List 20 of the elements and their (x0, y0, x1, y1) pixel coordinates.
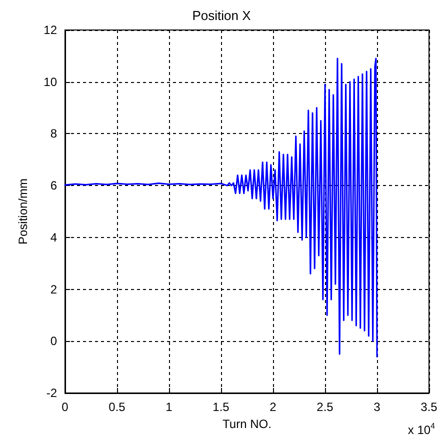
y-axis-title: Position/mm (16, 178, 30, 245)
y-tick-label: -2 (46, 386, 58, 400)
y-tick-label: 0 (50, 334, 58, 348)
x-axis-title: Turn NO. (222, 416, 272, 431)
y-tick-label: 10 (44, 74, 58, 89)
y-tick-label: 2 (50, 282, 58, 296)
x-tick-label: 2.5 (316, 400, 334, 414)
x-tick-label: 2 (270, 400, 277, 414)
y-tick-label: 6 (50, 178, 58, 193)
y-tick-label: 4 (50, 230, 58, 244)
x-tick-label: 1 (166, 400, 173, 414)
y-tick-label: 12 (44, 23, 58, 37)
x-tick-label: 3 (374, 400, 381, 414)
chart-title: Position X (192, 8, 252, 23)
y-tick-label: 8 (50, 126, 58, 141)
line-series (64, 58, 378, 358)
x-tick-label: 0 (62, 400, 69, 414)
x-tick-label: 1.5 (212, 400, 230, 414)
x-tick-label: 0.5 (108, 400, 126, 414)
x-tick-label: 3.5 (420, 400, 438, 414)
